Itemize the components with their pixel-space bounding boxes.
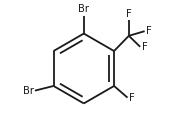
Text: F: F — [142, 42, 147, 52]
Text: F: F — [146, 26, 152, 36]
Text: F: F — [126, 9, 132, 19]
Text: F: F — [129, 93, 135, 103]
Text: Br: Br — [78, 4, 89, 14]
Text: Br: Br — [23, 86, 34, 96]
